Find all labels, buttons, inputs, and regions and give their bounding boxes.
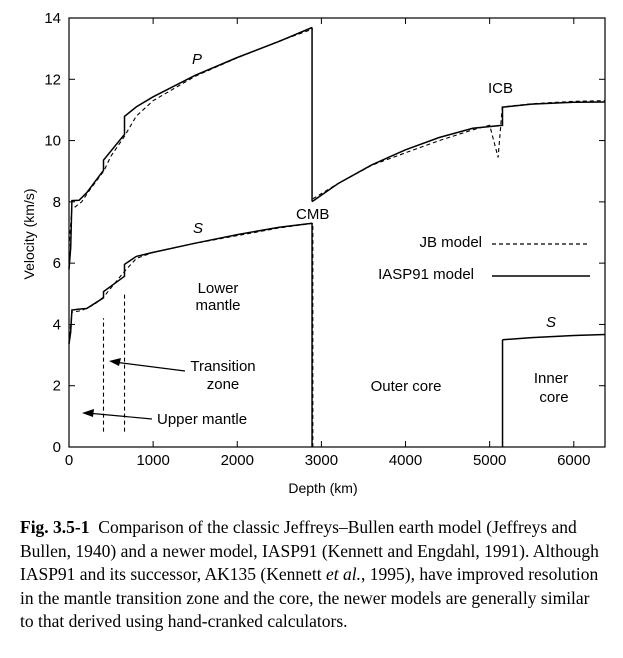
icb-label: ICB bbox=[488, 80, 513, 97]
p-wave-label: P bbox=[192, 51, 202, 68]
figure-number: Fig. 3.5-1 bbox=[20, 517, 90, 537]
jb-model-line bbox=[312, 100, 606, 200]
figure-caption: Fig. 3.5-1 Comparison of the classic Jef… bbox=[20, 516, 605, 634]
x-tick-label: 2000 bbox=[221, 452, 254, 469]
boundary-lines bbox=[102, 27, 504, 447]
y-tick-label: 4 bbox=[53, 316, 61, 333]
outer-core-label: Outer core bbox=[371, 378, 442, 395]
iasp91-model-line bbox=[68, 26, 313, 270]
transition-zone-label-2: zone bbox=[207, 376, 240, 393]
x-axis-label: Depth (km) bbox=[288, 480, 357, 496]
caption-text-1: Comparison of the classic Jeffreys–Bulle… bbox=[20, 517, 599, 584]
caption-text-2: , 1995), have improved resolution in the… bbox=[20, 564, 599, 631]
transition-zone-label-1: Transition bbox=[190, 358, 255, 375]
y-tick-label: 6 bbox=[53, 255, 61, 272]
jb-model-line bbox=[68, 222, 313, 343]
iasp91-model-line bbox=[311, 101, 606, 203]
y-tick-label: 12 bbox=[44, 71, 61, 88]
x-tick-label: 6000 bbox=[557, 452, 590, 469]
y-tick-label: 10 bbox=[44, 133, 61, 150]
lower-mantle-label-1: Lower bbox=[198, 280, 239, 297]
inner-core-label-1: Inner bbox=[534, 370, 568, 387]
axes: 0 1000 2000 3000 4000 5000 6000 0 2 4 6 8 10 12 14 bbox=[44, 10, 606, 469]
y-tick-label: 2 bbox=[53, 378, 61, 395]
inner-core-label-2: core bbox=[539, 389, 568, 406]
iasp91-model-line bbox=[502, 333, 606, 341]
jb-model-line bbox=[68, 28, 313, 248]
x-tick-label: 3000 bbox=[305, 452, 338, 469]
cmb-label: CMB bbox=[296, 206, 329, 223]
x-tick-label: 0 bbox=[65, 452, 73, 469]
y-tick-label: 8 bbox=[53, 194, 61, 211]
y-tick-label: 14 bbox=[44, 10, 61, 27]
x-tick-label: 4000 bbox=[389, 452, 422, 469]
y-axis-label: Velocity (km/s) bbox=[21, 188, 37, 279]
velocity-depth-chart: 0 1000 2000 3000 4000 5000 6000 0 2 4 6 8 10 12 14 Dep… bbox=[21, 10, 606, 496]
y-tick-label: 0 bbox=[53, 439, 61, 456]
x-tick-label: 5000 bbox=[473, 452, 506, 469]
transition-zone-arrow bbox=[109, 358, 186, 372]
plot-frame bbox=[68, 17, 606, 448]
x-tick-label: 1000 bbox=[136, 452, 169, 469]
legend-iasp91-label: IASP91 model bbox=[378, 266, 474, 283]
lower-mantle-label-2: mantle bbox=[195, 297, 240, 314]
upper-mantle-arrow bbox=[82, 409, 153, 420]
s-inner-core-label: S bbox=[546, 314, 556, 331]
caption-et-al: et al. bbox=[326, 564, 362, 584]
series-layer bbox=[68, 26, 606, 345]
upper-mantle-label: Upper mantle bbox=[157, 411, 247, 428]
legend-jb-label: JB model bbox=[419, 234, 482, 251]
s-wave-label: S bbox=[193, 220, 203, 237]
iasp91-model-line bbox=[68, 222, 313, 345]
